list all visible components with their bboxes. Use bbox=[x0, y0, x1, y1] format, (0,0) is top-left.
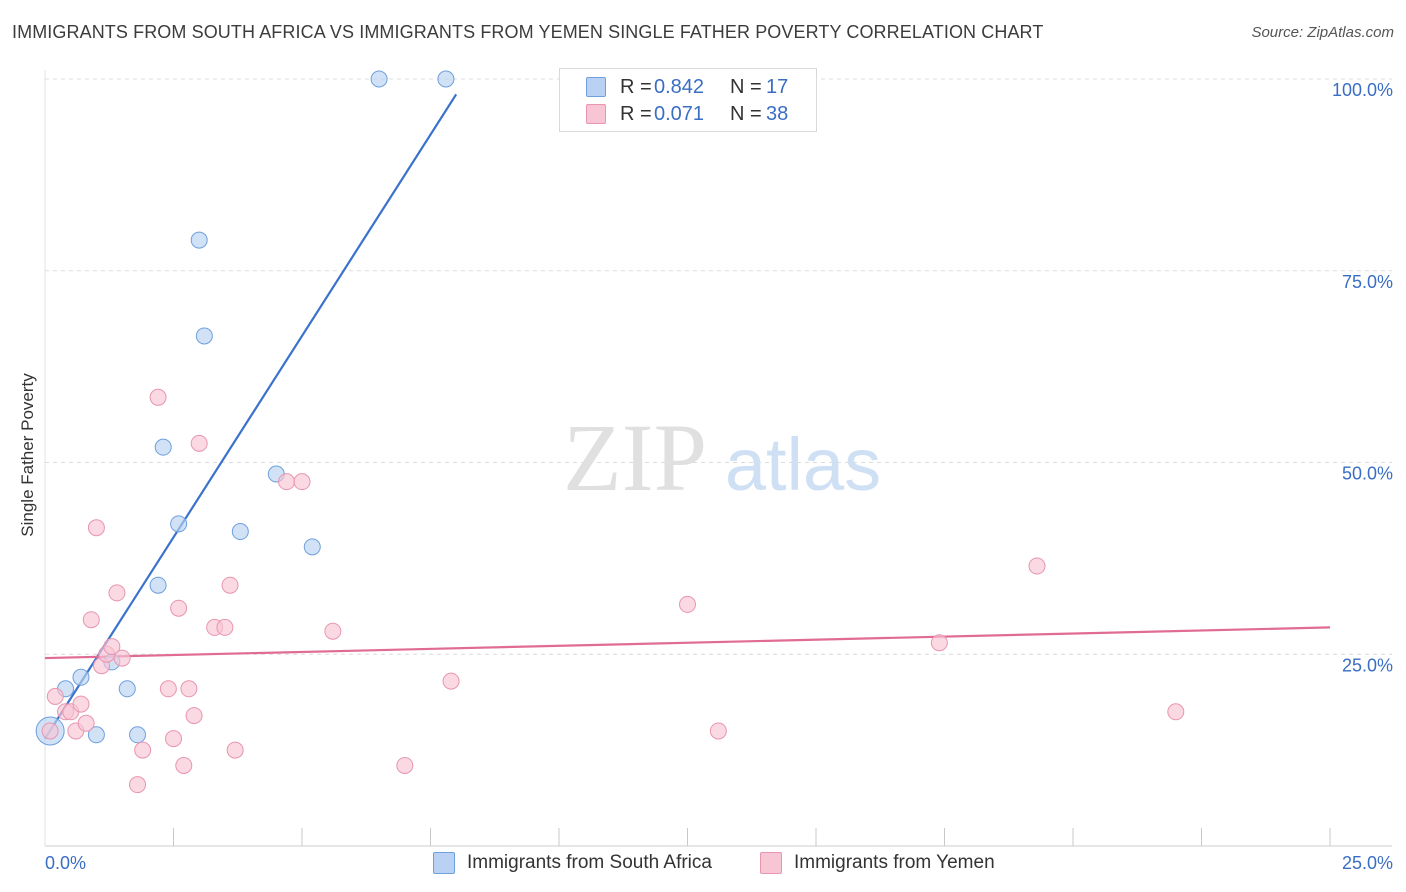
yemen-point bbox=[216, 618, 234, 636]
south-africa-point bbox=[87, 726, 105, 744]
chart-title: IMMIGRANTS FROM SOUTH AFRICA VS IMMIGRAN… bbox=[12, 22, 1044, 42]
yemen-point bbox=[1028, 557, 1046, 575]
yemen-point bbox=[442, 672, 460, 690]
correlation-legend: R = 0.842 N = 17 R = 0.071 N = 38 bbox=[559, 68, 817, 132]
yemen-point bbox=[87, 519, 105, 537]
legend-swatch-pink bbox=[760, 852, 782, 874]
yemen-point bbox=[149, 388, 167, 406]
yemen-point bbox=[396, 756, 414, 774]
tick-label-layer: 25.0% 50.0% 75.0% 100.0% 0.0% 25.0% bbox=[45, 80, 1393, 873]
south-africa-point bbox=[190, 231, 208, 249]
yemen-point bbox=[129, 776, 147, 794]
yemen-trendline bbox=[44, 626, 1331, 660]
legend-n-value: 38 bbox=[766, 102, 789, 125]
legend-r-label: R = bbox=[620, 75, 652, 98]
y-tick-label: 75.0% bbox=[1342, 272, 1393, 292]
series-legend: Immigrants from South Africa Immigrants … bbox=[0, 852, 1406, 876]
south-africa-point bbox=[231, 523, 249, 541]
watermark-atlas: atlas bbox=[725, 423, 881, 506]
legend-n-label: N = bbox=[730, 102, 762, 125]
yemen-point bbox=[175, 756, 193, 774]
legend-swatch-blue bbox=[586, 77, 606, 97]
yemen-point bbox=[108, 584, 126, 602]
yemen-point bbox=[46, 687, 64, 705]
yemen-point bbox=[226, 741, 244, 759]
y-axis-label: Single Father Poverty bbox=[18, 373, 37, 537]
legend-n-value: 17 bbox=[766, 75, 789, 98]
south-africa-point bbox=[154, 438, 172, 456]
south-africa-point bbox=[149, 576, 167, 594]
yemen-point bbox=[103, 638, 121, 656]
yemen-point bbox=[185, 707, 203, 725]
source-label: Source: ZipAtlas.com bbox=[1251, 24, 1394, 41]
yemen-point bbox=[930, 634, 948, 652]
y-tick-label: 50.0% bbox=[1342, 464, 1393, 484]
south-africa-point bbox=[72, 668, 90, 686]
watermark: ZIP atlas bbox=[563, 404, 881, 511]
yemen-point bbox=[180, 680, 198, 698]
x-tick-label: 0.0% bbox=[45, 853, 86, 873]
yemen-point bbox=[77, 714, 95, 732]
legend-item-yemen: Immigrants from Yemen bbox=[760, 852, 995, 874]
yemen-point bbox=[113, 649, 131, 667]
legend-label-yemen: Immigrants from Yemen bbox=[794, 852, 995, 873]
yemen-point bbox=[134, 741, 152, 759]
watermark-zip: ZIP bbox=[563, 404, 707, 511]
trend-layer bbox=[44, 93, 1331, 740]
yemen-point bbox=[165, 730, 182, 748]
legend-r-value: 0.071 bbox=[654, 102, 705, 125]
south-africa-point bbox=[303, 538, 321, 556]
y-tick-label: 25.0% bbox=[1342, 655, 1393, 675]
yemen-point bbox=[1167, 703, 1185, 721]
south-africa-point bbox=[195, 327, 213, 345]
legend-r-label: R = bbox=[620, 102, 652, 125]
grid-layer bbox=[45, 78, 1392, 655]
y-tick-label: 100.0% bbox=[1332, 80, 1393, 100]
axes-layer bbox=[44, 70, 1392, 847]
yemen-point bbox=[72, 695, 90, 713]
south-africa-point bbox=[170, 515, 188, 533]
legend-swatch-pink bbox=[586, 104, 606, 124]
legend-label-south-africa: Immigrants from South Africa bbox=[467, 852, 712, 873]
yemen-point bbox=[190, 434, 208, 452]
south-africa-point bbox=[370, 70, 388, 88]
legend-r-value: 0.842 bbox=[654, 75, 705, 98]
yemen-point bbox=[278, 473, 296, 491]
yemen-point bbox=[679, 595, 696, 613]
south-africa-point bbox=[437, 70, 455, 88]
yemen-point bbox=[709, 722, 727, 740]
yemen-point bbox=[159, 680, 177, 698]
yemen-point bbox=[82, 611, 100, 629]
yemen-point bbox=[221, 576, 239, 594]
legend-n-label: N = bbox=[730, 75, 762, 98]
x-tick-label: 25.0% bbox=[1342, 853, 1393, 873]
legend-swatch-blue bbox=[433, 852, 455, 874]
south-africa-point bbox=[118, 680, 136, 698]
yemen-point bbox=[41, 722, 59, 740]
south-africa-trendline bbox=[44, 93, 458, 740]
yemen-point bbox=[293, 473, 311, 491]
south-africa-point bbox=[129, 726, 147, 744]
yemen-point bbox=[324, 622, 342, 640]
points-layer bbox=[35, 70, 1185, 794]
yemen-point bbox=[170, 599, 188, 617]
legend-item-south-africa: Immigrants from South Africa bbox=[433, 852, 712, 874]
